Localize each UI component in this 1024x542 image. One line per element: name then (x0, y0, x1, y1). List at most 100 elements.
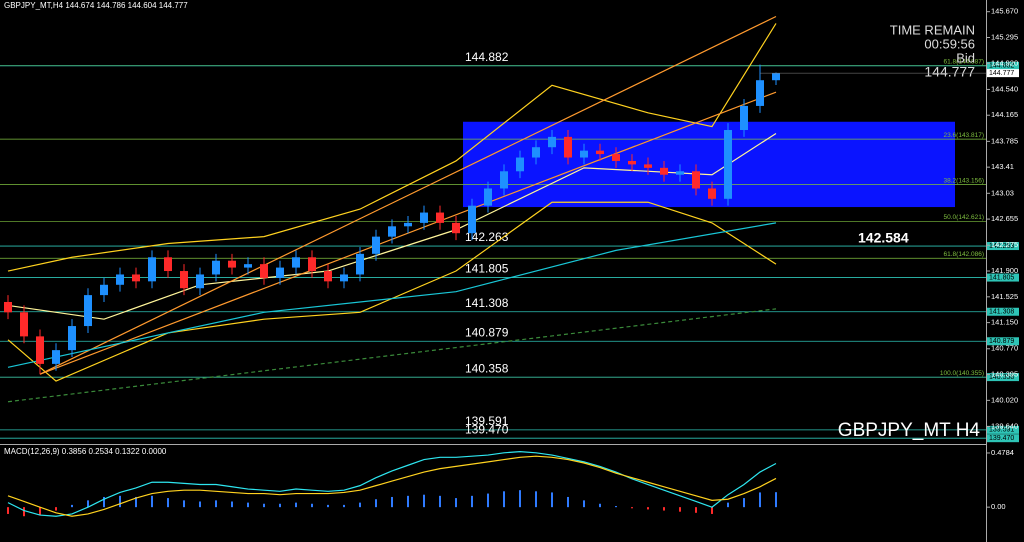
level-tag (987, 434, 1019, 443)
bid-label: Bid (956, 50, 975, 65)
main-layer (4, 15, 780, 403)
level-tag (987, 373, 1019, 382)
symbol-label: GBPJPY_MT H4 (838, 420, 981, 441)
candle-body (708, 188, 716, 199)
y-tick-label: 145.670 (991, 7, 1018, 16)
level-label: 141.805 (465, 262, 509, 276)
macd-y-tick-label: 0.4784 (991, 448, 1014, 457)
macd-bar (7, 507, 9, 514)
macd-bar (263, 503, 265, 508)
indicator-line (7, 222, 777, 368)
macd-bar (711, 507, 713, 514)
macd-bar (455, 498, 457, 508)
candle-body (388, 226, 396, 237)
candle-body (564, 136, 572, 158)
macd-bar (519, 490, 521, 508)
level-label: 140.879 (465, 325, 509, 339)
indicator-line (7, 132, 777, 320)
macd-bar (487, 493, 489, 508)
indicator-line (7, 201, 777, 382)
y-tick-label: 139.640 (991, 421, 1018, 430)
candle-body (500, 171, 508, 189)
fib-label: 100.0(140.355) (940, 370, 984, 377)
level-tag-label: 139.470 (989, 435, 1014, 442)
candle-body (436, 212, 444, 223)
macd-bar (695, 507, 697, 513)
level-tag (987, 273, 1019, 282)
macd-bar (631, 507, 633, 509)
bid-value: 144.777 (924, 64, 975, 80)
candle-body (468, 205, 476, 234)
candle-body (196, 274, 204, 289)
y-tick-label: 144.920 (991, 58, 1018, 67)
candle-body (692, 171, 700, 189)
fib-label: 50.0(142.621) (944, 214, 984, 221)
macd-bar (471, 495, 473, 508)
candle-body (676, 171, 684, 175)
macd-bar (151, 495, 153, 508)
macd-bar (39, 507, 41, 516)
candle-body (404, 222, 412, 227)
macd-bar (279, 503, 281, 508)
macd-bar (295, 502, 297, 508)
macd-bar (231, 501, 233, 508)
macd-bar (183, 500, 185, 508)
macd-bar (375, 499, 377, 508)
candle-body (452, 222, 460, 234)
level-tag (987, 61, 1019, 70)
candle-body (116, 274, 124, 285)
level-tag (987, 242, 1019, 251)
level-label: 144.882 (465, 50, 509, 64)
y-tick-label: 141.150 (991, 318, 1018, 327)
candle-body (772, 73, 780, 81)
macd-bar (423, 494, 425, 508)
indicator-line (7, 308, 777, 403)
y-tick-label: 143.03 (991, 188, 1014, 197)
macd-bar (407, 495, 409, 508)
candle-body (276, 267, 284, 278)
candle-body (20, 312, 28, 337)
candle-body (228, 260, 236, 268)
macd-bar (87, 500, 89, 508)
level-tag-label: 141.805 (989, 274, 1014, 281)
y-tick-label: 140.770 (991, 344, 1018, 353)
candle-body (84, 295, 92, 327)
y-tick-label: 141.525 (991, 292, 1018, 301)
macd-bar (535, 491, 537, 508)
macd-bar (119, 495, 121, 508)
candle-body (324, 271, 332, 282)
macd-bar (503, 491, 505, 508)
y-tick-label: 140.395 (991, 370, 1018, 379)
y-tick-label: 141.900 (991, 266, 1018, 275)
macd-bar (647, 507, 649, 510)
candle-body (580, 150, 588, 158)
macd-bar (615, 506, 617, 508)
level-tag-label: 142.263 (989, 243, 1014, 250)
candle-body (596, 150, 604, 155)
y-tick-label: 140.020 (991, 395, 1018, 404)
candle-body (308, 257, 316, 272)
macd-bar (247, 502, 249, 508)
macd-bar (23, 507, 25, 517)
macd-bar (583, 500, 585, 508)
macd-bar (775, 492, 777, 508)
candle-body (212, 260, 220, 275)
candle-body (244, 264, 252, 268)
macd-bar (439, 495, 441, 508)
macd-bar (71, 504, 73, 508)
fib-label: 61.8(142.086) (944, 251, 984, 258)
level-label: 139.591 (465, 414, 509, 428)
macd-bar (167, 498, 169, 508)
macd-bar (391, 496, 393, 508)
indicator-line (7, 23, 777, 272)
background-layer: 61.8(144.887) 23.6(143.817) 38.2(143.156) 5… (0, 50, 1019, 443)
macd-bar (199, 501, 201, 508)
y-tick-label: 143.785 (991, 136, 1018, 145)
macd-bar (135, 496, 137, 508)
level-tag (987, 425, 1019, 434)
macd-bar (311, 503, 313, 508)
macd-y-tick-label: 0.00 (991, 502, 1006, 511)
level-tag-label: 140.358 (989, 374, 1014, 381)
macd-bar (343, 504, 345, 508)
